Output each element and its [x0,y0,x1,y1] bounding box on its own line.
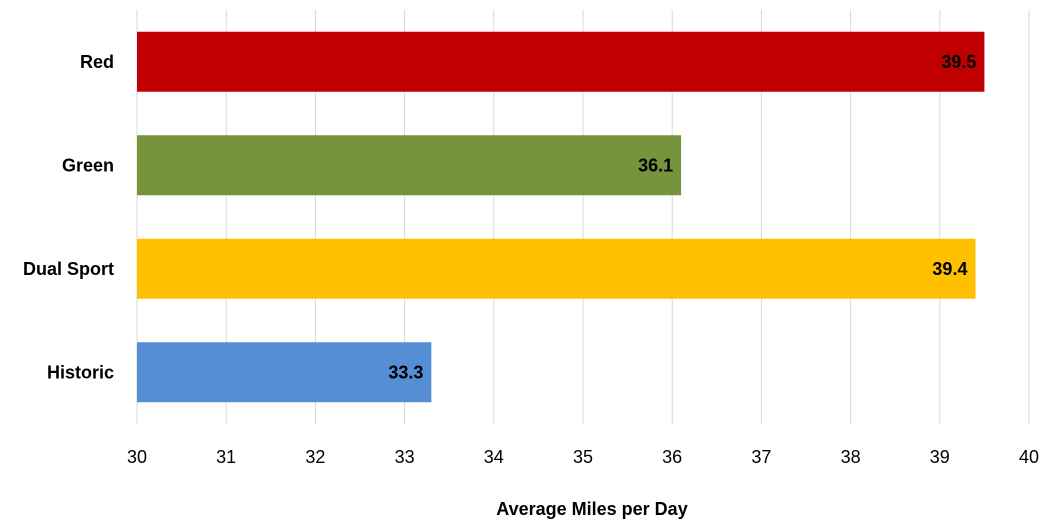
bars [137,31,985,403]
category-labels: Red Green Dual Sport Historic [23,52,114,383]
bar-red [137,31,985,92]
x-tick-label-38: 38 [841,447,861,467]
x-tick-label-36: 36 [662,447,682,467]
category-label-red: Red [80,52,114,72]
category-label-historic: Historic [47,362,114,382]
x-tick-label-30: 30 [127,447,147,467]
category-label-green: Green [62,155,114,175]
data-label-red: 39.5 [941,52,976,72]
x-tick-label-35: 35 [573,447,593,467]
bar-green [137,135,682,196]
bar-dual-sport [137,238,976,299]
data-label-green: 36.1 [638,155,673,175]
data-label-historic: 33.3 [388,362,423,382]
data-labels: 39.5 36.1 39.4 33.3 [388,52,976,383]
x-tick-label-33: 33 [395,447,415,467]
x-tick-label-40: 40 [1019,447,1039,467]
x-tick-label-39: 39 [930,447,950,467]
x-axis-tick-labels: 30 31 32 33 34 35 36 37 38 39 40 [127,447,1039,467]
x-tick-label-34: 34 [484,447,504,467]
x-tick-label-31: 31 [216,447,236,467]
data-label-dual-sport: 39.4 [932,259,967,279]
bar-historic [137,342,432,403]
x-tick-label-32: 32 [305,447,325,467]
category-label-dual-sport: Dual Sport [23,259,114,279]
x-tick-label-37: 37 [751,447,771,467]
x-axis-title: Average Miles per Day [496,499,687,519]
